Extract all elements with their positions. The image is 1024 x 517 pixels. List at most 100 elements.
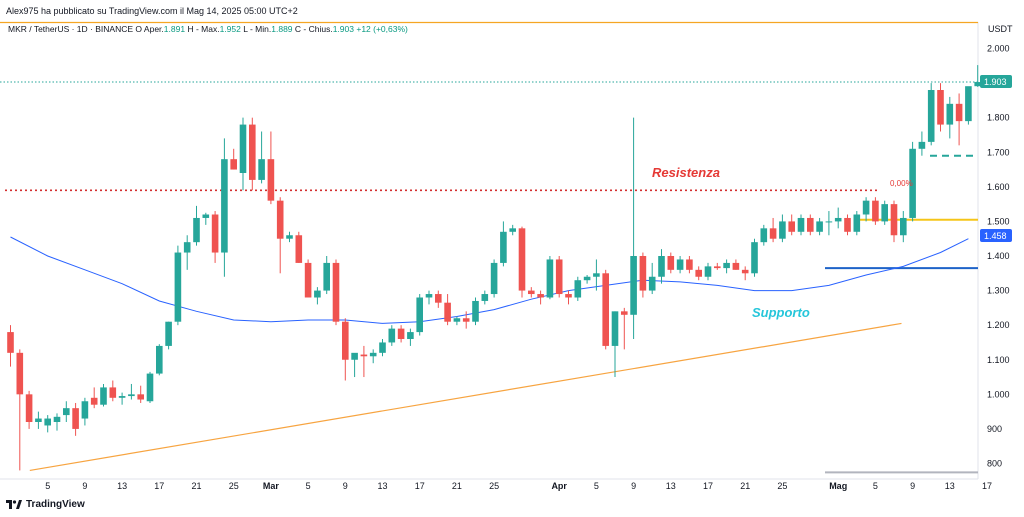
candle-body	[230, 159, 237, 170]
candle-body	[63, 408, 70, 416]
candle-body	[44, 418, 51, 426]
price-tick-label: 800	[987, 459, 1002, 469]
candle-body	[853, 214, 861, 232]
low-text: L - Min.	[243, 24, 272, 34]
time-tick-label: 17	[415, 481, 425, 491]
candle	[965, 86, 972, 125]
candle-body	[435, 294, 442, 303]
candle	[72, 402, 79, 436]
time-tick-label: 25	[229, 481, 239, 491]
candle-body	[537, 294, 544, 298]
candle-body	[90, 397, 98, 405]
candle	[807, 214, 814, 236]
candle-body	[137, 394, 144, 400]
time-axis: 5 9 13 17 21 25 Mar 5 9 13 17 21 25 Apr 5 9 13 17 21 25 Mag 5…	[45, 481, 992, 491]
time-tick-label: 13	[945, 481, 955, 491]
candle-body	[7, 332, 14, 353]
price-tick-label: 1.200	[987, 320, 1010, 330]
candle	[621, 307, 628, 350]
time-tick-label: 5	[45, 481, 50, 491]
symbol-legend[interactable]: MKR / TetherUS · 1D · BINANCE O Aper.1.8…	[8, 24, 408, 34]
candle-body	[332, 262, 340, 322]
candle-body	[165, 321, 172, 346]
candle	[351, 352, 358, 378]
price-label-bg	[980, 228, 1012, 242]
candle	[286, 231, 293, 243]
candle	[779, 214, 786, 243]
candle	[704, 262, 712, 281]
candle-body	[397, 328, 405, 339]
high-text: H - Max.	[187, 24, 220, 34]
footer-brand[interactable]: TradingView	[6, 499, 85, 510]
candle	[583, 275, 591, 284]
candle	[890, 200, 898, 243]
candle-body	[351, 352, 358, 360]
candle-body	[797, 217, 805, 232]
candle-body	[183, 242, 191, 253]
candle	[16, 349, 24, 471]
candle-body	[211, 214, 219, 253]
candle-body	[360, 354, 368, 357]
candle	[574, 276, 582, 301]
candle	[648, 262, 656, 295]
candle-body	[128, 394, 135, 397]
candle-body	[667, 256, 675, 270]
candle	[974, 65, 981, 87]
candle	[518, 226, 526, 298]
candle	[862, 197, 870, 222]
candle-body	[611, 311, 619, 346]
open-text: Aper.	[143, 24, 164, 34]
candle	[900, 211, 907, 243]
candle	[481, 290, 489, 305]
time-tick-label: 21	[191, 481, 201, 491]
time-tick-label: 13	[377, 481, 387, 491]
candle	[732, 259, 740, 270]
candle	[388, 325, 396, 346]
time-tick-label: 9	[631, 481, 636, 491]
symbol-name[interactable]: MKR / TetherUS · 1D · BINANCE	[8, 24, 134, 34]
candle-body	[825, 221, 833, 223]
candle	[816, 217, 823, 236]
candle-body	[844, 217, 851, 232]
candle-body	[295, 235, 303, 263]
candle-body	[323, 262, 330, 291]
candle-body	[81, 401, 89, 419]
support-label: Supporto	[752, 305, 810, 320]
candle-body	[109, 387, 117, 398]
candle	[323, 256, 330, 295]
candle	[909, 141, 916, 222]
candle	[918, 131, 926, 156]
price-tick-label: 1.700	[987, 147, 1010, 157]
candle-body	[490, 262, 498, 295]
candle-body	[267, 159, 275, 201]
candle	[955, 93, 963, 146]
candle	[360, 345, 368, 378]
candle	[723, 259, 730, 274]
candle-body	[444, 302, 451, 322]
candle-body	[658, 256, 665, 277]
candle-body	[807, 217, 814, 232]
price-label-text: 1.903	[984, 77, 1007, 87]
open-value: 1.891	[163, 24, 186, 34]
candle-body	[156, 345, 163, 374]
candle	[797, 214, 805, 236]
candle-body	[528, 290, 535, 295]
time-tick-label: 17	[154, 481, 164, 491]
time-tick-label: 25	[489, 481, 499, 491]
candle-body	[555, 259, 563, 295]
candle	[397, 325, 405, 343]
price-tick-label: 1.000	[987, 389, 1010, 399]
candle-body	[862, 200, 870, 215]
price-tick-label: 900	[987, 424, 1002, 434]
candle	[760, 224, 768, 246]
price-label-bg	[980, 75, 1012, 89]
candle-body	[955, 103, 963, 122]
candle-body	[881, 204, 888, 222]
candle	[221, 138, 228, 277]
candle-body	[546, 259, 554, 298]
candle	[100, 383, 107, 407]
candle-body	[416, 297, 423, 333]
price-tick-label: 2.000	[987, 44, 1010, 54]
price-tick-label: 1.400	[987, 251, 1010, 261]
